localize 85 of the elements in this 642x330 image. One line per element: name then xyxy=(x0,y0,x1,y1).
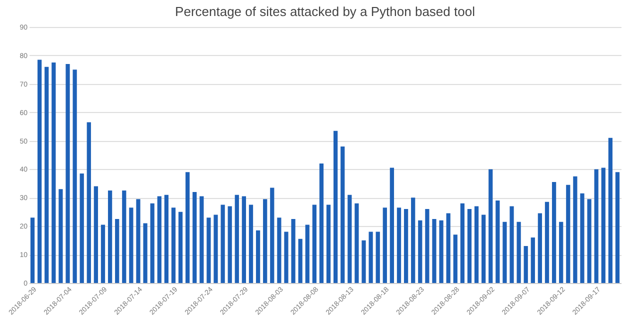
bar xyxy=(284,232,288,283)
bar xyxy=(573,176,578,283)
bar xyxy=(72,70,77,283)
bar xyxy=(192,192,197,283)
bar xyxy=(460,203,464,283)
bar xyxy=(150,203,154,283)
bar xyxy=(340,146,345,283)
bar xyxy=(228,206,232,283)
bar xyxy=(516,222,521,283)
bar xyxy=(186,172,190,283)
bar xyxy=(362,240,366,283)
bar xyxy=(376,232,380,283)
bar xyxy=(432,219,436,283)
bar xyxy=(425,209,430,283)
bar xyxy=(538,213,542,283)
bar xyxy=(157,196,162,283)
bar xyxy=(256,230,260,283)
bar xyxy=(467,209,472,283)
bar xyxy=(277,218,282,283)
bar xyxy=(100,224,106,283)
bar xyxy=(319,164,324,283)
bar xyxy=(559,222,564,283)
chart-title: Percentage of sites attacked by a Python based tool xyxy=(175,4,476,19)
bar xyxy=(552,182,556,283)
bar xyxy=(411,198,416,283)
bar xyxy=(220,204,225,283)
bar xyxy=(488,169,493,283)
bar xyxy=(608,138,612,283)
bar xyxy=(214,214,218,283)
bar xyxy=(86,122,91,283)
bar xyxy=(30,218,35,283)
bar xyxy=(248,204,254,283)
bar xyxy=(234,194,239,283)
bar xyxy=(263,199,268,283)
bar xyxy=(368,232,373,283)
bar xyxy=(270,188,274,283)
bar xyxy=(80,173,84,283)
bar xyxy=(136,199,140,283)
bar xyxy=(530,237,535,283)
bar xyxy=(305,224,310,283)
bar xyxy=(474,206,479,283)
bar xyxy=(52,62,56,283)
bar xyxy=(298,238,302,283)
bar xyxy=(524,246,528,283)
bar xyxy=(242,196,246,283)
bar xyxy=(312,204,316,283)
bar xyxy=(108,190,112,283)
bar xyxy=(580,193,584,283)
bar xyxy=(348,194,352,283)
bar xyxy=(382,208,387,283)
bar xyxy=(390,168,394,283)
bar xyxy=(404,209,408,283)
bar xyxy=(44,66,49,283)
bar xyxy=(439,220,444,283)
bar xyxy=(510,206,514,283)
bar xyxy=(496,200,500,283)
bar xyxy=(129,208,134,283)
bar xyxy=(502,222,507,283)
bar xyxy=(66,64,70,283)
bar xyxy=(164,194,168,283)
bar xyxy=(38,60,42,283)
bar xyxy=(200,196,204,283)
bar xyxy=(601,168,606,283)
bar xyxy=(122,190,126,283)
bar xyxy=(544,202,550,283)
bar xyxy=(615,172,620,283)
bar xyxy=(418,220,422,283)
bar xyxy=(291,219,296,283)
bar xyxy=(334,130,338,283)
bar xyxy=(453,234,458,283)
bar xyxy=(566,184,570,283)
bar xyxy=(354,203,359,283)
bar xyxy=(594,169,598,283)
bar xyxy=(143,223,148,283)
bar xyxy=(396,208,402,283)
bar xyxy=(58,189,63,283)
bar xyxy=(206,218,211,283)
bar xyxy=(115,219,120,283)
bar xyxy=(482,214,486,283)
bar xyxy=(178,212,183,283)
bar xyxy=(587,199,592,283)
bar xyxy=(171,208,176,283)
bar xyxy=(94,186,98,283)
bar xyxy=(326,204,331,283)
bar xyxy=(446,213,450,283)
